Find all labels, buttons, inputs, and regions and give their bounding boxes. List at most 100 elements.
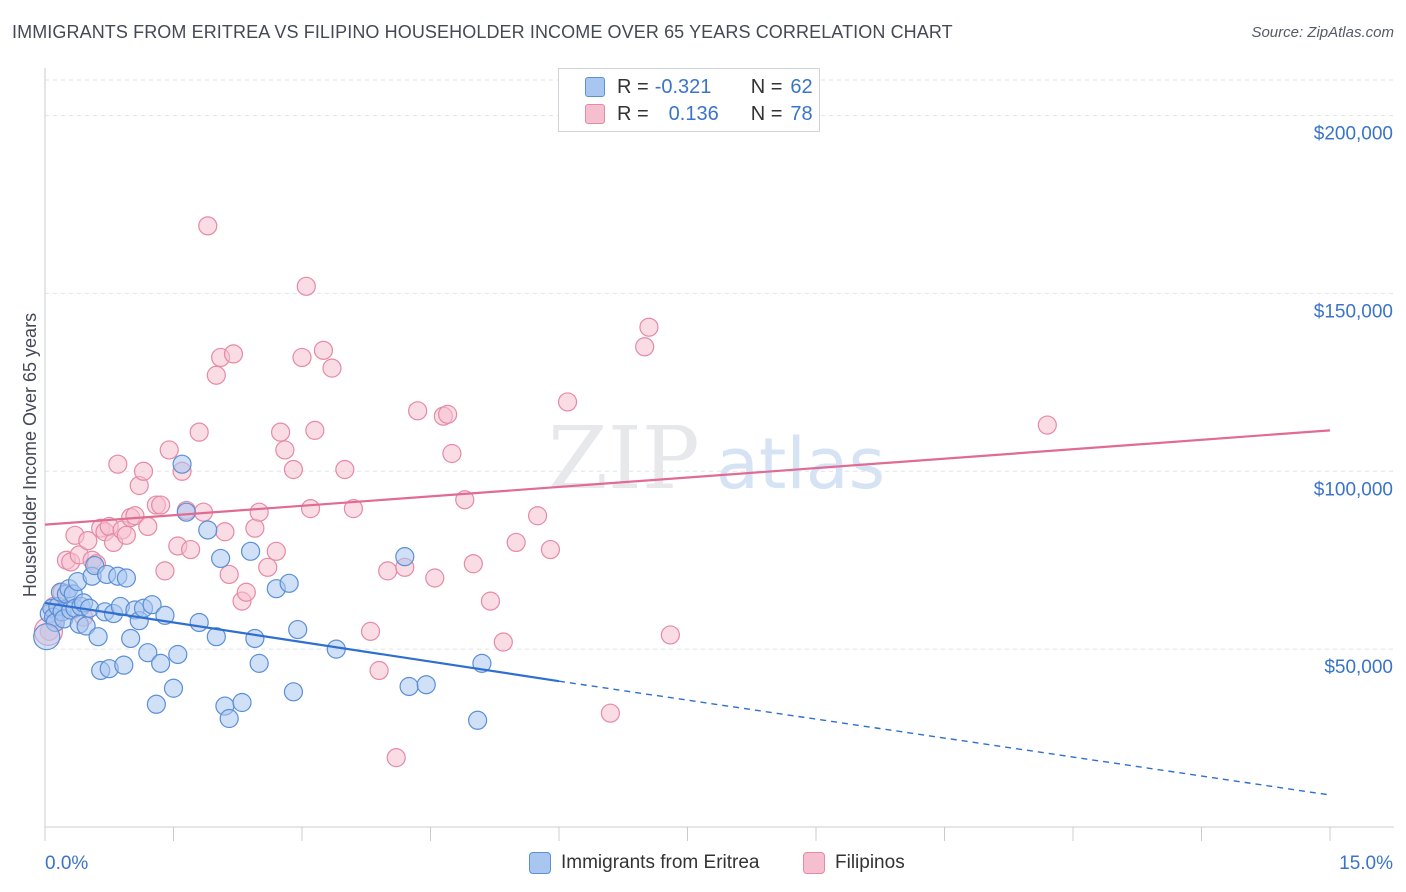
point-filipinos	[138, 516, 158, 537]
point-filipinos	[258, 557, 278, 577]
point-eritrea	[168, 644, 188, 665]
point-filipinos	[1037, 415, 1057, 435]
point-eritrea	[399, 676, 419, 697]
legend-label-filipinos: Filipinos	[835, 852, 905, 873]
point-eritrea	[416, 675, 436, 695]
point-eritrea	[241, 541, 261, 561]
point-eritrea	[283, 682, 304, 702]
legend-r-label: R =	[617, 102, 649, 125]
chart-title: IMMIGRANTS FROM ERITREA VS FILIPINO HOUS…	[12, 22, 953, 42]
legend-row-filipinos: R = 0.136 N = 78	[585, 101, 813, 127]
point-filipinos	[442, 443, 462, 464]
point-filipinos	[116, 525, 136, 545]
y-tick-label: $200,000	[1314, 124, 1393, 145]
point-eritrea	[142, 595, 162, 615]
grid-lines	[45, 79, 1394, 650]
point-filipinos	[635, 337, 655, 357]
point-eritrea	[146, 694, 166, 714]
correlation-legend: R = -0.321 N = 62 R = 0.136 N = 78	[558, 68, 820, 132]
watermark-zip: ZIP	[548, 409, 700, 509]
legend-swatch-filipinos	[803, 852, 825, 874]
point-filipinos	[493, 632, 513, 652]
point-filipinos	[219, 564, 239, 585]
legend-item-filipinos[interactable]: Filipinos	[803, 852, 905, 874]
point-filipinos	[78, 531, 98, 551]
trend-line-eritrea-extension	[558, 680, 1331, 796]
legend-n-label: N =	[750, 75, 783, 98]
point-eritrea	[198, 520, 218, 540]
legend-n-value-filipinos: 78	[790, 102, 813, 125]
point-filipinos	[181, 539, 201, 560]
point-filipinos	[463, 554, 483, 574]
point-filipinos	[660, 625, 680, 645]
point-filipinos	[425, 568, 445, 588]
point-filipinos	[266, 541, 286, 561]
x-tick-label: 0.0%	[45, 853, 88, 874]
point-eritrea	[468, 710, 488, 730]
point-eritrea	[138, 643, 158, 663]
point-filipinos	[245, 518, 265, 538]
point-filipinos	[540, 539, 561, 560]
legend-n-value-eritrea: 62	[790, 75, 813, 98]
trend-line-filipinos	[44, 429, 1331, 526]
point-eritrea	[151, 653, 171, 673]
point-filipinos	[378, 561, 398, 581]
point-eritrea	[114, 655, 134, 675]
point-filipinos	[527, 506, 548, 526]
series-filipinos	[33, 216, 1057, 768]
point-filipinos	[236, 582, 256, 602]
y-tick-label: $50,000	[1324, 657, 1393, 678]
point-filipinos	[249, 502, 269, 522]
trend-lines	[44, 429, 1331, 796]
point-eritrea	[33, 623, 61, 651]
point-filipinos	[480, 591, 501, 611]
point-filipinos	[305, 420, 325, 440]
point-filipinos	[275, 440, 295, 460]
point-filipinos	[322, 358, 342, 378]
legend-n-label: N =	[750, 102, 783, 125]
point-eritrea	[395, 547, 415, 567]
point-filipinos	[283, 459, 304, 480]
point-eritrea	[121, 628, 141, 649]
point-eritrea	[172, 454, 192, 474]
series-eritrea	[33, 454, 492, 730]
legend-row-eritrea: R = -0.321 N = 62	[585, 74, 813, 100]
legend-item-eritrea[interactable]: Immigrants from Eritrea	[529, 852, 759, 874]
point-filipinos	[296, 276, 316, 296]
point-filipinos	[108, 454, 128, 474]
axis-labels: $50,000 $100,000 $150,000 $200,000 0.0% 15.0%…	[20, 124, 1393, 874]
point-filipinos	[506, 532, 526, 553]
point-filipinos	[270, 422, 291, 442]
legend-label-eritrea: Immigrants from Eritrea	[561, 852, 760, 873]
point-filipinos	[133, 461, 154, 481]
point-filipinos	[125, 506, 145, 526]
legend-swatch-filipinos	[585, 104, 605, 124]
point-filipinos	[189, 422, 209, 442]
point-eritrea	[211, 548, 231, 569]
point-filipinos	[360, 621, 381, 641]
legend-r-label: R =	[617, 75, 649, 98]
point-eritrea	[288, 619, 308, 640]
point-filipinos	[313, 340, 334, 360]
point-filipinos	[159, 440, 179, 460]
point-filipinos	[335, 459, 355, 480]
point-eritrea	[189, 612, 209, 633]
legend-swatch-eritrea	[585, 77, 605, 97]
legend-r-value-filipinos: 0.136	[668, 102, 719, 125]
point-filipinos	[386, 748, 406, 768]
y-tick-label: $150,000	[1314, 301, 1393, 322]
point-filipinos	[438, 404, 458, 424]
point-eritrea	[245, 628, 265, 649]
point-eritrea	[232, 692, 252, 713]
point-filipinos	[408, 401, 428, 421]
trend-line-eritrea	[44, 601, 560, 683]
point-eritrea	[219, 708, 239, 729]
series-legend: Immigrants from Eritrea Filipinos	[0, 852, 1406, 878]
point-filipinos	[223, 344, 244, 364]
point-filipinos	[292, 347, 312, 368]
y-tick-label: $100,000	[1314, 479, 1393, 500]
point-eritrea	[163, 678, 184, 698]
axes	[44, 68, 1394, 841]
legend-swatch-eritrea	[529, 852, 551, 874]
